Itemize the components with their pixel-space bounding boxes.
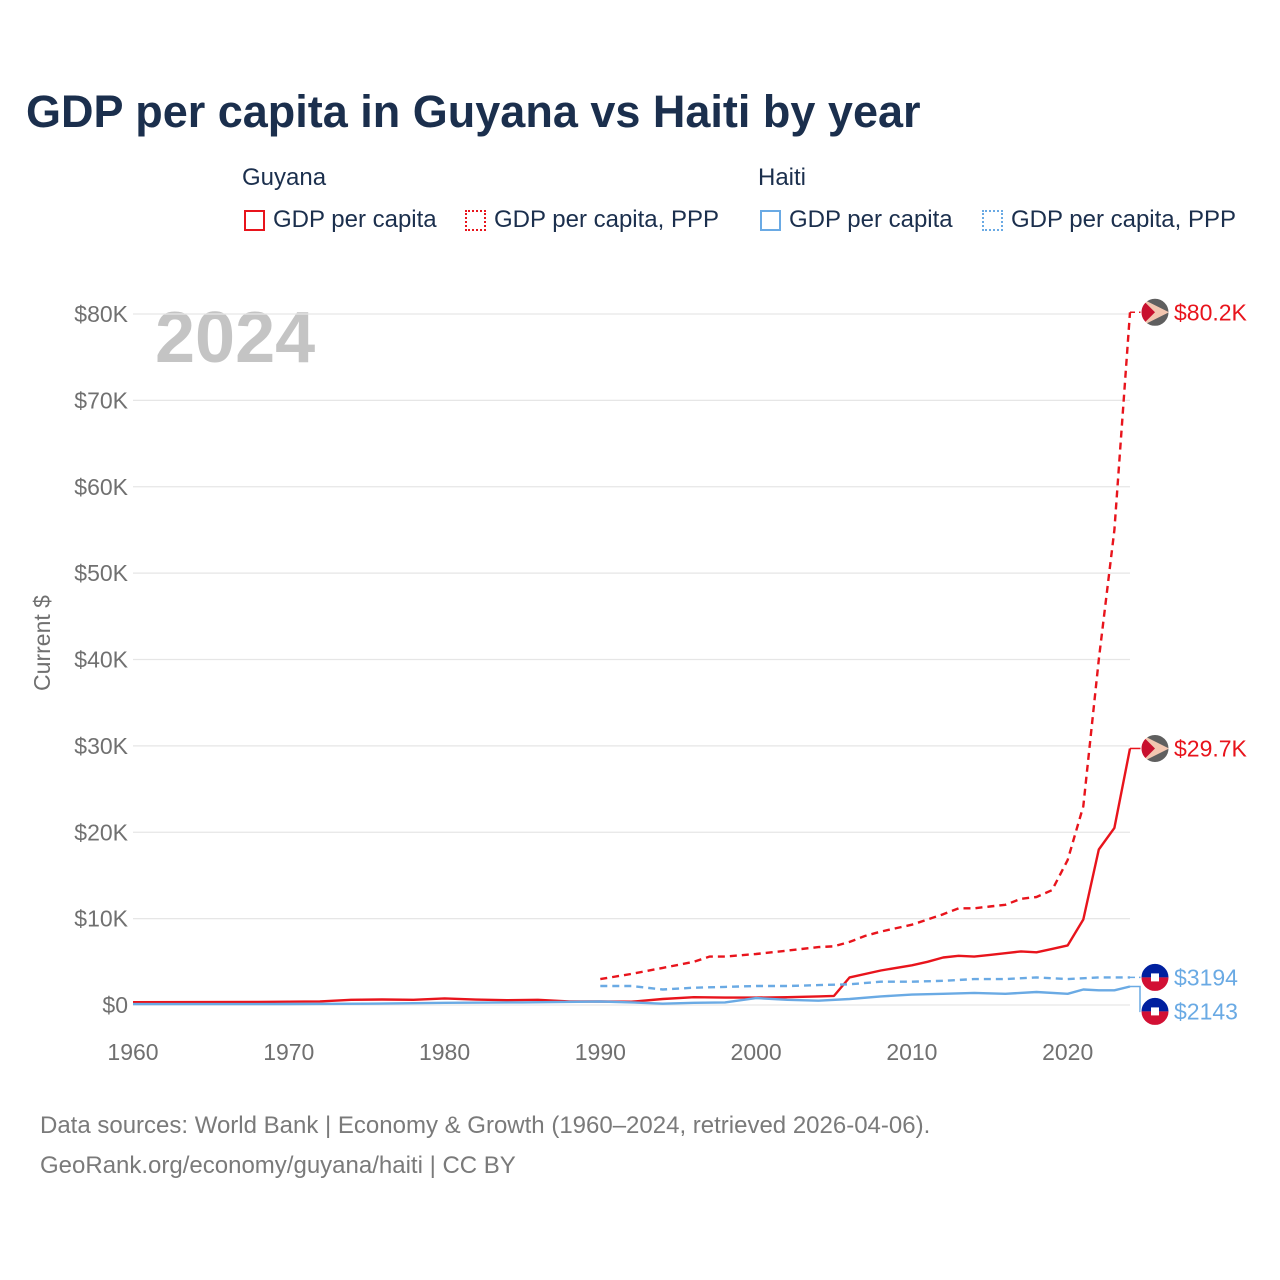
series-line-guyana-dashed[interactable] [600,312,1132,981]
y-tick-label: $40K [74,647,128,673]
y-tick-label: $10K [74,906,128,932]
legend-swatch-solid-blue [760,209,781,231]
legend-group-guyana: Guyana [242,164,327,191]
y-tick-label: $80K [74,301,128,327]
year-watermark: 2024 [155,298,315,378]
y-tick-label: $60K [74,474,128,500]
y-tick-label: $50K [74,560,128,586]
end-value-label: $3194 [1174,964,1238,990]
end-value-label: $2143 [1174,998,1238,1024]
legend-swatch-dotted-blue [982,209,1003,231]
legend-item-haiti-gdp-ppp[interactable]: GDP per capita, PPP [982,205,1236,235]
legend-label: GDP per capita, PPP [494,206,719,233]
legend-label: GDP per capita, PPP [1011,206,1236,233]
legend-item-guyana-gdp-ppp[interactable]: GDP per capita, PPP [465,205,719,235]
legend-group-haiti: Haiti [758,164,807,191]
grid-layer [133,313,1130,1006]
x-tick-label: 2020 [1042,1039,1093,1065]
legend-swatch-solid-red [244,209,265,231]
series-layer [132,312,1132,1006]
source-note: Data sources: World Bank | Economy & Gro… [40,1106,930,1186]
end-value-label: $80.2K [1174,299,1248,325]
source-line-1: Data sources: World Bank | Economy & Gro… [40,1112,931,1139]
y-tick-label: $70K [74,387,128,413]
legend-item-haiti-gdp[interactable]: GDP per capita [760,205,953,235]
series-line-haiti-dashed[interactable] [600,976,1130,991]
x-tick-label: 1970 [263,1039,314,1065]
flag-haiti-icon [1140,962,1170,992]
x-tick-label: 1960 [107,1039,158,1065]
label-connector [1130,985,1141,1013]
x-tick-label: 2010 [886,1039,937,1065]
flag-guyana-icon [1140,733,1170,763]
x-tick-label: 2000 [731,1039,782,1065]
series-line-guyana-solid[interactable] [132,748,1132,1004]
series-line-haiti-solid[interactable] [132,985,1131,1006]
legend-label: GDP per capita [789,206,953,233]
tick-layer: $0 $10K $20K $30K $40K $50K $60K $70K $80K 1960 19… [74,301,1093,1065]
x-tick-label: 1990 [575,1039,626,1065]
marker-layer: $80.2K $29.7K $3194 $2143 [1130,297,1248,1026]
legend-swatch-dotted-red [465,209,486,231]
chart-title: GDP per capita in Guyana vs Haiti by yea… [26,86,921,137]
y-tick-label: $0 [102,992,128,1018]
flag-guyana-icon [1140,297,1170,327]
legend-item-guyana-gdp[interactable]: GDP per capita [244,205,437,235]
x-tick-label: 1980 [419,1039,470,1065]
legend-label: GDP per capita [273,206,437,233]
y-axis-label: Current $ [29,595,55,691]
chart-area: 2024 Current $ $0 $10K $20K $30K $40K $50K $60… [29,297,1248,1065]
y-tick-label: $30K [74,733,128,759]
y-tick-label: $20K [74,819,128,845]
source-line-2[interactable]: GeoRank.org/economy/guyana/haiti | CC BY [40,1152,516,1179]
end-value-label: $29.7K [1174,735,1248,761]
flag-haiti-icon [1140,996,1170,1026]
